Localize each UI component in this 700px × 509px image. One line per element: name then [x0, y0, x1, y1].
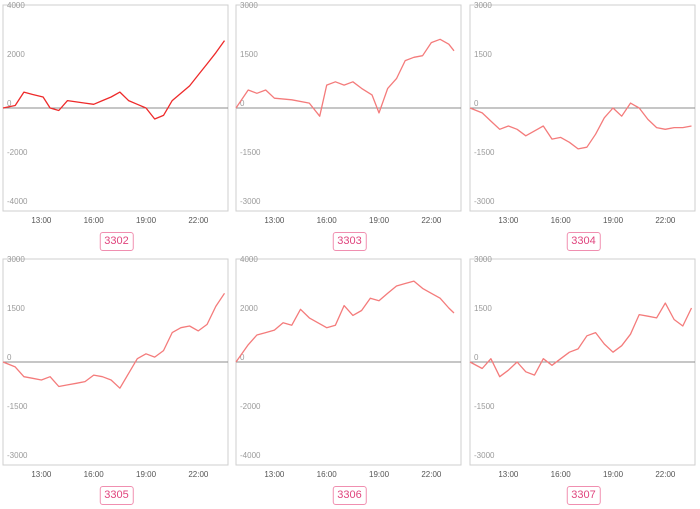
x-tick-label: 16:00: [551, 216, 572, 225]
y-tick-label: 1500: [240, 50, 258, 59]
line-chart-3305: 3000 1500 0 -1500 -3000 13:00 16:00 19:00 22:00: [2, 255, 229, 479]
y-tick-label: 3000: [240, 1, 258, 10]
x-tick-label: 13:00: [498, 216, 519, 225]
y-tick-label: -3000: [240, 197, 261, 206]
y-tick-label: 0: [474, 99, 479, 108]
chart-id-tag[interactable]: 3305: [99, 486, 134, 505]
y-tick-label: -4000: [7, 197, 28, 206]
chart-id-tag[interactable]: 3306: [332, 486, 367, 505]
x-tick-label: 22:00: [421, 470, 442, 479]
x-tick-label: 19:00: [369, 470, 390, 479]
y-tick-label: 1500: [7, 304, 25, 313]
x-tick-label: 13:00: [264, 216, 285, 225]
chart-id-tag[interactable]: 3304: [566, 232, 601, 251]
series-line: [469, 302, 693, 378]
chart-id-tag[interactable]: 3302: [99, 232, 134, 251]
line-chart-3302: 4000 2000 0 -2000 -4000 13:00 16:00 19:00 22:00: [2, 1, 229, 225]
y-tick-label: 3000: [474, 1, 492, 10]
y-tick-label: 1500: [474, 304, 492, 313]
y-tick-label: 3000: [474, 255, 492, 264]
y-tick-label: -3000: [474, 451, 495, 460]
x-tick-label: 22:00: [421, 216, 442, 225]
y-tick-label: 2000: [240, 304, 258, 313]
y-tick-label: 4000: [7, 1, 25, 10]
series-line: [469, 102, 692, 150]
y-tick-label: -2000: [7, 148, 28, 157]
y-tick-label: 2000: [7, 50, 25, 59]
y-tick-label: -1500: [240, 148, 261, 157]
chart-panel-3306: 4000 2000 0 -2000 -4000 13:00 16:00 19:00 22:00 3…: [233, 254, 466, 508]
line-chart-3306: 4000 2000 0 -2000 -4000 13:00 16:00 19:00 22:00: [235, 255, 462, 479]
y-tick-label: -4000: [240, 451, 261, 460]
y-tick-label: 0: [474, 353, 479, 362]
y-tick-label: 0: [240, 99, 245, 108]
y-tick-label: 1500: [474, 50, 492, 59]
line-chart-3304: 3000 1500 0 -1500 -3000 13:00 16:00 19:00 22:00: [469, 1, 696, 225]
x-tick-label: 22:00: [655, 470, 676, 479]
x-tick-label: 16:00: [317, 470, 338, 479]
y-tick-label: -3000: [474, 197, 495, 206]
chart-panel-3305: 3000 1500 0 -1500 -3000 13:00 16:00 19:00 22:00 3…: [0, 254, 233, 508]
x-tick-label: 22:00: [188, 470, 209, 479]
x-tick-label: 19:00: [603, 470, 624, 479]
y-tick-label: -1500: [7, 402, 28, 411]
x-tick-label: 19:00: [369, 216, 390, 225]
x-tick-label: 13:00: [498, 470, 519, 479]
y-tick-label: -3000: [7, 451, 28, 460]
chart-id-tag[interactable]: 3307: [566, 486, 601, 505]
x-tick-label: 22:00: [188, 216, 209, 225]
x-tick-label: 19:00: [136, 216, 157, 225]
line-chart-3303: 3000 1500 0 -1500 -3000 13:00 16:00 19:00 22:00: [235, 1, 462, 225]
x-tick-label: 16:00: [84, 470, 105, 479]
x-tick-label: 16:00: [84, 216, 105, 225]
series-line: [2, 292, 226, 389]
x-tick-label: 16:00: [317, 216, 338, 225]
y-tick-label: 0: [7, 353, 12, 362]
x-tick-label: 19:00: [603, 216, 624, 225]
chart-panel-3307: 3000 1500 0 -1500 -3000 13:00 16:00 19:00 22:00 3…: [467, 254, 700, 508]
y-tick-label: -1500: [474, 148, 495, 157]
chart-id-tag[interactable]: 3303: [332, 232, 367, 251]
x-tick-label: 16:00: [551, 470, 572, 479]
x-tick-label: 22:00: [655, 216, 676, 225]
chart-panel-3304: 3000 1500 0 -1500 -3000 13:00 16:00 19:00 22:00 3…: [467, 0, 700, 254]
x-tick-label: 19:00: [136, 470, 157, 479]
y-tick-label: 3000: [7, 255, 25, 264]
x-tick-label: 13:00: [31, 216, 52, 225]
y-tick-label: -1500: [474, 402, 495, 411]
series-line: [235, 280, 455, 363]
y-tick-label: 0: [240, 353, 245, 362]
y-tick-label: -2000: [240, 402, 261, 411]
x-tick-label: 13:00: [264, 470, 285, 479]
chart-panel-3302: 4000 2000 0 -2000 -4000 13:00 16:00 19:00 22:00 3…: [0, 0, 233, 254]
x-tick-label: 13:00: [31, 470, 52, 479]
series-line: [235, 38, 455, 117]
y-tick-label: 4000: [240, 255, 258, 264]
chart-panel-3303: 3000 1500 0 -1500 -3000 13:00 16:00 19:00 22:00 3…: [233, 0, 466, 254]
y-tick-label: 0: [7, 99, 12, 108]
series-line: [2, 40, 226, 120]
line-chart-3307: 3000 1500 0 -1500 -3000 13:00 16:00 19:00 22:00: [469, 255, 696, 479]
